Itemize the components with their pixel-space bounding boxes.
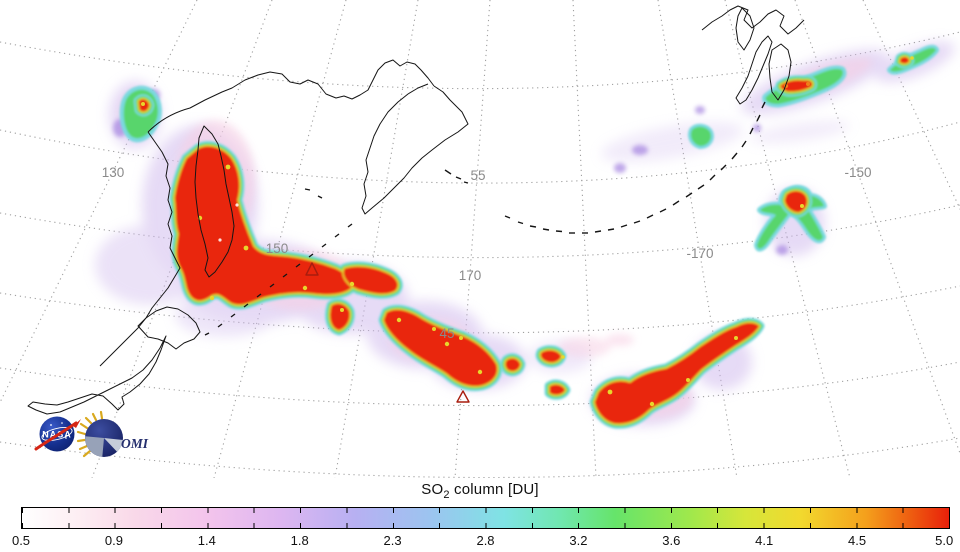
graticule-label: -150 xyxy=(844,165,871,180)
coast-alaska-peninsula xyxy=(735,35,773,105)
colorbar-tick-label: 3.6 xyxy=(662,533,681,548)
colorbar-tick-label: 1.8 xyxy=(290,533,309,548)
island-chain-commander xyxy=(444,169,469,184)
graticule-label: 55 xyxy=(470,168,485,183)
colorbar xyxy=(21,507,950,529)
colorbar-tick-label: 3.2 xyxy=(569,533,588,548)
so2-plume xyxy=(95,41,955,426)
colorbar-title-prefix: SO xyxy=(421,481,444,498)
colorbar-tick-label: 4.5 xyxy=(848,533,867,548)
graticule-label: 170 xyxy=(459,268,482,283)
volcano-markers xyxy=(305,262,470,403)
meridian-170w xyxy=(657,0,738,478)
graticule-labels: 130 150 170 -170 -150 55 45 xyxy=(102,165,872,341)
coast-okhotsk-north xyxy=(147,59,435,133)
coastlines xyxy=(27,5,805,415)
omi-globe-notch-icon xyxy=(104,438,123,452)
nasa-orbit-icon xyxy=(41,427,73,441)
omi-logo-text: OMI xyxy=(121,436,149,451)
coast-hokkaido xyxy=(137,306,201,350)
nasa-logo: NASA xyxy=(34,416,81,452)
parallel-55n xyxy=(0,121,960,184)
colorbar-tick-label: 2.8 xyxy=(476,533,495,548)
graticule-label: -170 xyxy=(686,246,713,261)
meridian-170e xyxy=(454,0,491,478)
coast-honshu xyxy=(27,335,167,415)
colorbar-tick-label: 5.0 xyxy=(935,533,954,548)
colorbar-tick-label: 0.5 xyxy=(11,533,31,548)
graticule-label: 45 xyxy=(439,326,454,341)
colorbar-title: SO2 column [DU] xyxy=(0,481,960,501)
graticule-label: 130 xyxy=(102,165,125,180)
nasa-swoosh-icon xyxy=(34,421,78,451)
omi-rays-icon xyxy=(76,410,104,458)
coast-mainland-west xyxy=(99,131,181,367)
meridian-160e xyxy=(334,0,419,478)
omi-logo: OMI xyxy=(76,410,149,458)
colorbar-title-suffix: column [DU] xyxy=(449,481,539,498)
coast-sakhalin xyxy=(194,125,235,278)
coast-kamchatka xyxy=(361,83,469,215)
graticule-label: 150 xyxy=(266,241,289,256)
omi-globe-wedge-icon xyxy=(85,436,104,457)
nasa-swoosh-tip-icon xyxy=(73,419,81,428)
island-chain-aleutian xyxy=(504,101,766,234)
colorbar-title-sub: 2 xyxy=(443,489,450,501)
plume-specks-violet xyxy=(113,89,788,255)
island-chain-kuril xyxy=(204,188,353,336)
map-area: 130 150 170 -170 -150 55 45 NASA xyxy=(0,0,960,478)
colorbar-tick-labels: 0.5 0.9 1.4 1.8 2.3 2.8 3.2 3.6 4.1 4.5 … xyxy=(12,533,954,549)
volcano-triangle-icon xyxy=(456,390,470,403)
coast-alaska-mainland xyxy=(701,5,805,35)
coast-kodiak xyxy=(768,43,792,101)
plume-specks-yellow xyxy=(141,56,914,407)
parallel-40n xyxy=(0,361,960,407)
meridian-130e xyxy=(0,0,198,404)
colorbar-tick-label: 2.3 xyxy=(383,533,402,548)
coast-cook-inlet xyxy=(735,7,755,51)
parallel-35n xyxy=(0,437,960,478)
volcano-triangle-icon xyxy=(305,262,319,276)
colorbar-tick-label: 0.9 xyxy=(104,533,123,548)
colorbar-tick-label: 4.1 xyxy=(755,533,774,548)
colorbar-tick-label: 1.4 xyxy=(197,533,216,548)
